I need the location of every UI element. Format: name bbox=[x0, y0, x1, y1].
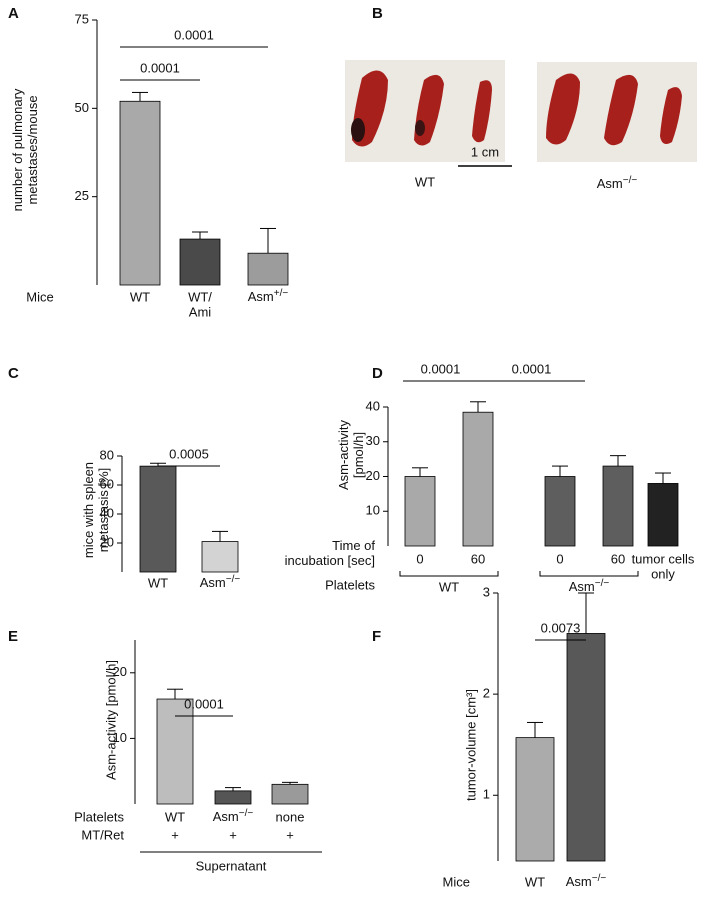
bar bbox=[462, 411, 494, 547]
x-tick-label: 60 bbox=[611, 551, 625, 566]
x-tick-label: 0 bbox=[556, 551, 563, 566]
x-tick-label: 60 bbox=[471, 551, 485, 566]
panel-label: D bbox=[372, 365, 383, 382]
x-tick-label: WT bbox=[130, 289, 150, 304]
x-tick-label: WT bbox=[165, 809, 185, 824]
group-bracket bbox=[539, 571, 639, 577]
x-tick-label: WT/ bbox=[188, 289, 212, 304]
bar bbox=[404, 476, 436, 547]
row-value: + bbox=[229, 827, 237, 842]
row-label: incubation [sec] bbox=[285, 553, 375, 568]
caption: Asm−/− bbox=[597, 175, 638, 192]
y-tick-label: 40 bbox=[366, 398, 380, 413]
bar bbox=[515, 737, 555, 862]
y-tick-label: 40 bbox=[100, 505, 114, 520]
x-tick-label: 0 bbox=[416, 551, 423, 566]
y-tick-label: 10 bbox=[113, 730, 127, 745]
bar bbox=[179, 238, 221, 286]
group-label: WT bbox=[439, 579, 459, 594]
y-tick-label: 20 bbox=[113, 664, 127, 679]
x-tick-label: Ami bbox=[189, 304, 212, 319]
x-tick-label: WT bbox=[148, 575, 168, 590]
p-value: 0.0001 bbox=[174, 27, 214, 42]
bar bbox=[566, 633, 606, 862]
y-axis-label: Asm-activity [pmol/h] bbox=[103, 660, 118, 780]
bar bbox=[139, 465, 177, 573]
panel-label: A bbox=[8, 5, 19, 22]
row-value: + bbox=[171, 827, 179, 842]
x-tick-label: tumor cells bbox=[632, 551, 695, 566]
y-tick-label: 10 bbox=[366, 503, 380, 518]
scale-label: 1 cm bbox=[471, 144, 499, 159]
bar bbox=[271, 783, 309, 805]
y-tick-label: 30 bbox=[366, 433, 380, 448]
bar bbox=[119, 100, 161, 286]
bar bbox=[201, 541, 239, 573]
y-tick-label: 1 bbox=[483, 787, 490, 802]
y-axis-label: metastases/mouse bbox=[25, 95, 40, 204]
caption: WT bbox=[415, 174, 435, 189]
p-value: 0.0073 bbox=[541, 620, 581, 635]
y-tick-label: 80 bbox=[100, 447, 114, 462]
bar bbox=[156, 698, 194, 805]
row-value: + bbox=[286, 827, 294, 842]
bar bbox=[544, 476, 576, 547]
p-value: 0.0001 bbox=[140, 60, 180, 75]
row-label: Mice bbox=[26, 289, 53, 304]
y-axis-label: metastasis [%] bbox=[96, 468, 111, 553]
panel-label: C bbox=[8, 365, 19, 382]
x-tick-label: Asm+/− bbox=[248, 288, 289, 305]
bar bbox=[247, 252, 289, 286]
photo bbox=[345, 60, 697, 167]
footer: Supernatant bbox=[196, 858, 267, 873]
y-axis-label: [pmol/h] bbox=[351, 432, 366, 478]
y-axis-label: number of pulmonary bbox=[10, 88, 25, 211]
y-axis-label: Asm-activity bbox=[336, 419, 351, 490]
row-label: Time of bbox=[332, 538, 375, 553]
y-tick-label: 25 bbox=[75, 188, 89, 203]
bar bbox=[214, 790, 252, 805]
y-tick-label: 75 bbox=[75, 11, 89, 26]
panel-label: E bbox=[8, 628, 18, 645]
y-axis-label: mice with spleen bbox=[81, 462, 96, 558]
p-value: 0.0001 bbox=[512, 361, 552, 376]
p-value: 0.0001 bbox=[184, 696, 224, 711]
y-tick-label: 60 bbox=[100, 476, 114, 491]
x-tick-label: WT bbox=[525, 874, 545, 889]
row-label: Mice bbox=[443, 874, 470, 889]
y-tick-label: 20 bbox=[100, 534, 114, 549]
x-tick-label: only bbox=[651, 566, 675, 581]
row-label: Platelets bbox=[325, 577, 375, 592]
panel-label: F bbox=[372, 628, 381, 645]
y-tick-label: 20 bbox=[366, 468, 380, 483]
p-value: 0.0001 bbox=[421, 361, 461, 376]
x-tick-label: Asm−/− bbox=[566, 873, 607, 890]
bar bbox=[602, 465, 634, 547]
y-tick-label: 3 bbox=[483, 584, 490, 599]
x-tick-label: Asm−/− bbox=[200, 574, 241, 591]
y-tick-label: 2 bbox=[483, 686, 490, 701]
row-label: MT/Ret bbox=[81, 827, 124, 842]
panel-label: B bbox=[372, 5, 383, 22]
x-tick-label: Asm−/− bbox=[213, 808, 254, 825]
row-label: Platelets bbox=[74, 809, 124, 824]
y-tick-label: 50 bbox=[75, 100, 89, 115]
y-axis-label: tumor-volume [cm³] bbox=[463, 689, 478, 801]
bar bbox=[647, 483, 679, 547]
p-value: 0.0005 bbox=[169, 446, 209, 461]
group-label: Asm−/− bbox=[569, 578, 610, 595]
group-bracket bbox=[399, 571, 499, 577]
x-tick-label: none bbox=[276, 809, 305, 824]
